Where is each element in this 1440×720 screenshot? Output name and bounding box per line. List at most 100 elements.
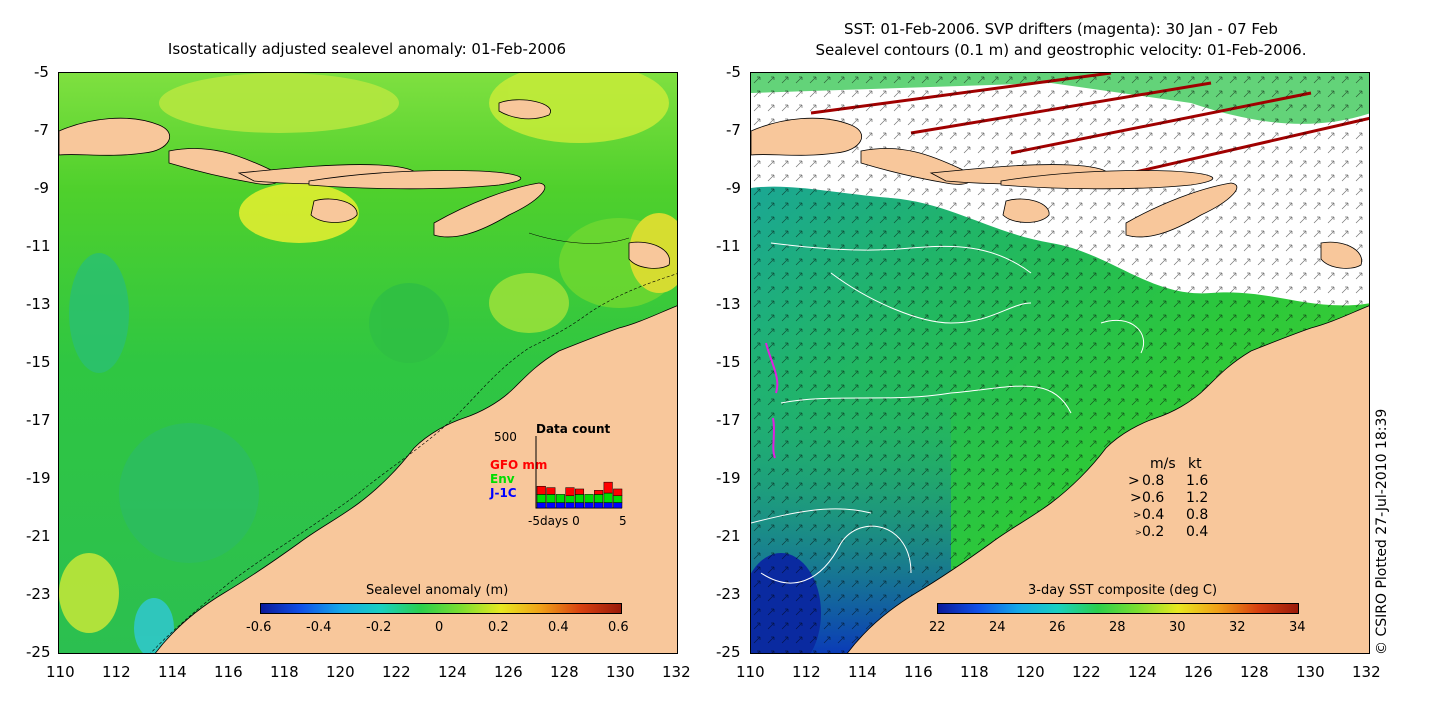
left-lat-4: -13: [26, 295, 51, 313]
right-lon-9: 128: [1240, 663, 1269, 681]
left-lat-1: -7: [34, 121, 49, 139]
right-lat-6: -17: [716, 411, 741, 429]
inset-bar-j-1c-4: [574, 502, 585, 509]
left-cb-tick-3: 0: [435, 620, 444, 635]
left-anomaly-field: [59, 73, 677, 653]
inset-bar-j-1c-5: [584, 502, 594, 509]
inset-title: Data count: [536, 422, 611, 436]
right-lat-1: -7: [726, 121, 741, 139]
left-lat-10: -25: [26, 643, 51, 661]
inset-bar-j-1c-3: [565, 502, 575, 509]
inset-bar-gfo-mm-4: [574, 488, 585, 495]
right-lon-10: 130: [1296, 663, 1325, 681]
legend-arrow-2: >: [1133, 510, 1142, 521]
right-lon-11: 132: [1352, 663, 1381, 681]
legend-ms-2: 0.4: [1142, 507, 1165, 523]
right-lat-10: -25: [716, 643, 741, 661]
inset-bar-gfo-mm-0: [536, 485, 546, 495]
inset-bar-env-6: [594, 494, 604, 503]
right-lat-2: -9: [726, 179, 741, 197]
right-lon-3: 116: [904, 663, 933, 681]
right-lat-4: -13: [716, 295, 741, 313]
inset-bar-env-1: [546, 494, 556, 503]
data-count-inset: Data count 500 GFO mm Env J-1C -5days 0 …: [488, 420, 638, 530]
legend-kt-3: 0.4: [1186, 524, 1209, 540]
right-lat-5: -15: [716, 353, 741, 371]
right-colorbar: [937, 603, 1299, 614]
left-cb-tick-1: -0.4: [306, 620, 332, 635]
left-lat-5: -15: [26, 353, 51, 371]
right-lat-8: -21: [716, 527, 741, 545]
right-map-canvas: [751, 73, 1369, 653]
inset-bar-env-4: [574, 494, 585, 503]
left-lon-5: 120: [326, 663, 355, 681]
left-lon-3: 116: [214, 663, 243, 681]
inset-legend-env: Env: [490, 472, 515, 486]
right-cb-tick-5: 32: [1229, 620, 1246, 635]
legend-arrow-1: >: [1130, 490, 1142, 506]
inset-legend-j1c: J-1C: [490, 486, 517, 500]
left-colorbar-ticks: -0.6 -0.4 -0.2 0 0.2 0.4 0.6: [240, 620, 640, 638]
inset-ymax: 500: [494, 430, 517, 444]
left-lon-0: 110: [46, 663, 75, 681]
left-map[interactable]: [58, 72, 678, 654]
inset-bar-env-8: [613, 495, 623, 503]
right-lon-4: 118: [960, 663, 989, 681]
left-lat-3: -11: [26, 237, 51, 255]
inset-bar-j-1c-2: [555, 502, 565, 509]
credit-text: © CSIRO Plotted 27-Jul-2010 18:39: [1374, 408, 1390, 655]
left-cb-tick-2: -0.2: [366, 620, 392, 635]
left-colorbar: [260, 603, 622, 614]
inset-bar-gfo-mm-7: [603, 481, 613, 494]
inset-xlabel: -5days 0: [528, 514, 580, 528]
legend-kt-1: 1.2: [1186, 490, 1209, 506]
right-lon-7: 124: [1128, 663, 1157, 681]
left-contour: [150, 273, 677, 653]
legend-arrow-3: >: [1135, 528, 1142, 537]
left-lon-1: 112: [102, 663, 131, 681]
right-lon-1: 112: [792, 663, 821, 681]
legend-ms-1: 0.6: [1142, 490, 1165, 506]
legend-header-ms: m/s: [1150, 456, 1176, 472]
right-lat-0: -5: [726, 63, 741, 81]
inset-bar-j-1c-6: [594, 502, 604, 509]
right-map-title-line2: Sealevel contours (0.1 m) and geostrophi…: [815, 41, 1307, 59]
left-lat-0: -5: [34, 63, 49, 81]
left-cb-tick-4: 0.2: [488, 620, 509, 635]
left-lat-8: -21: [26, 527, 51, 545]
left-cb-tick-6: 0.6: [608, 620, 629, 635]
legend-ms-0: 0.8: [1142, 473, 1165, 489]
left-lat-7: -19: [26, 469, 51, 487]
legend-header-kt: kt: [1188, 456, 1202, 472]
inset-legend-gfo: GFO mm: [490, 458, 548, 472]
right-cb-tick-1: 24: [989, 620, 1006, 635]
right-colorbar-ticks: 22 24 26 28 30 32 34: [920, 620, 1320, 638]
legend-kt-0: 1.6: [1186, 473, 1209, 489]
left-lon-9: 128: [550, 663, 579, 681]
right-lon-8: 126: [1184, 663, 1213, 681]
inset-bar-gfo-mm-8: [613, 488, 623, 497]
inset-bar-j-1c-7: [603, 502, 613, 509]
inset-bar-j-1c-0: [536, 502, 546, 509]
inset-xend: 5: [619, 514, 627, 528]
right-lon-6: 122: [1072, 663, 1101, 681]
right-map-title-line1: SST: 01-Feb-2006. SVP drifters (magenta)…: [844, 20, 1278, 38]
left-cb-tick-5: 0.4: [548, 620, 569, 635]
right-cb-tick-6: 34: [1289, 620, 1306, 635]
left-islands: [59, 99, 671, 269]
left-lon-7: 124: [438, 663, 467, 681]
right-map[interactable]: [750, 72, 1370, 654]
right-sealevel-contours: [751, 242, 1145, 584]
right-svp-drifters: [765, 342, 779, 459]
inset-bar-env-0: [536, 494, 546, 503]
inset-bar-env-3: [565, 495, 575, 503]
right-cb-tick-2: 26: [1049, 620, 1066, 635]
left-lon-8: 126: [494, 663, 523, 681]
inset-bar-gfo-mm-1: [546, 487, 556, 495]
inset-bar-env-5: [584, 494, 594, 503]
left-lat-9: -23: [26, 585, 51, 603]
right-islands: [751, 117, 1363, 269]
inset-bars: [535, 436, 623, 509]
right-cb-tick-3: 28: [1109, 620, 1126, 635]
right-lat-9: -23: [716, 585, 741, 603]
